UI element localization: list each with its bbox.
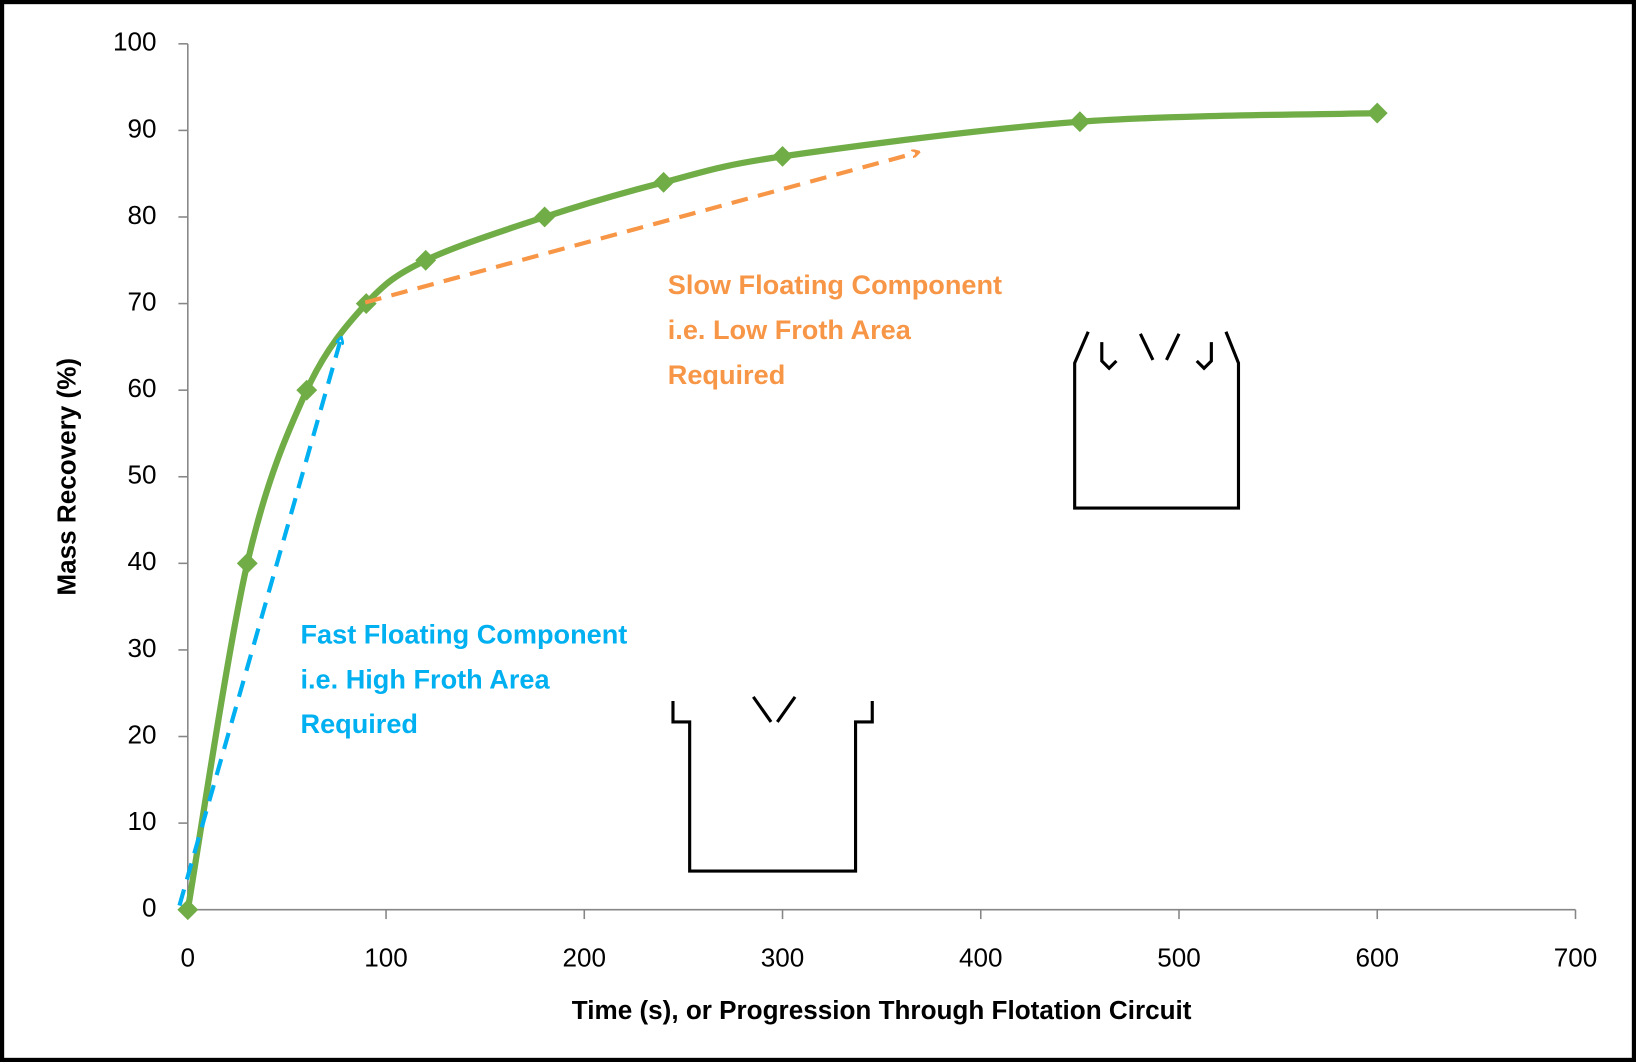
low-froth-cell (1073, 331, 1241, 510)
marker (415, 249, 437, 271)
y-tick-label: 20 (127, 719, 156, 749)
x-tick-label: 300 (761, 943, 805, 973)
annotation: Required (300, 708, 418, 739)
y-tick-label: 100 (113, 27, 157, 57)
fast-arrow (177, 338, 341, 907)
series-line (184, 109, 1378, 911)
x-tick-label: 100 (364, 943, 408, 973)
marker (653, 171, 675, 193)
y-axis-title: Mass Recovery (%) (52, 358, 82, 596)
annotation: Required (668, 359, 786, 390)
marker (534, 206, 556, 228)
annotation: i.e. High Froth Area (300, 663, 550, 694)
y-tick-label: 0 (142, 893, 157, 923)
marker (1366, 102, 1388, 124)
marker (772, 145, 793, 167)
plot: 0 10 20 30 40 50 60 70 80 90 100 0 100 200 300 400 500 60… (113, 27, 1597, 973)
annotation: i.e. Low Froth Area (668, 314, 912, 345)
high-froth-cell (671, 695, 874, 873)
x-tick-label: 500 (1157, 943, 1201, 973)
y-tick-label: 10 (127, 806, 156, 836)
y-tick-label: 30 (127, 633, 156, 663)
y-tick-label: 60 (127, 373, 156, 403)
x-tick-label: 400 (959, 943, 1003, 973)
marker (177, 899, 199, 921)
x-tick-label: 0 (181, 943, 196, 973)
y-tick-label: 70 (127, 286, 156, 316)
y-tick-label: 50 (127, 460, 156, 490)
y-tick-label: 80 (127, 200, 156, 230)
slow-arrow (364, 152, 918, 305)
x-tick-label: 200 (563, 943, 607, 973)
annotation: Slow Floating Component (668, 269, 1002, 300)
annotation: Fast Floating Component (300, 619, 627, 650)
marker (1069, 111, 1091, 133)
x-tick-label: 700 (1554, 943, 1598, 973)
x-tick-label: 600 (1355, 943, 1399, 973)
marker (236, 552, 258, 574)
y-tick-label: 40 (127, 546, 156, 576)
y-tick-label: 90 (127, 113, 156, 143)
x-axis-title: Time (s), or Progression Through Flotati… (572, 995, 1192, 1025)
